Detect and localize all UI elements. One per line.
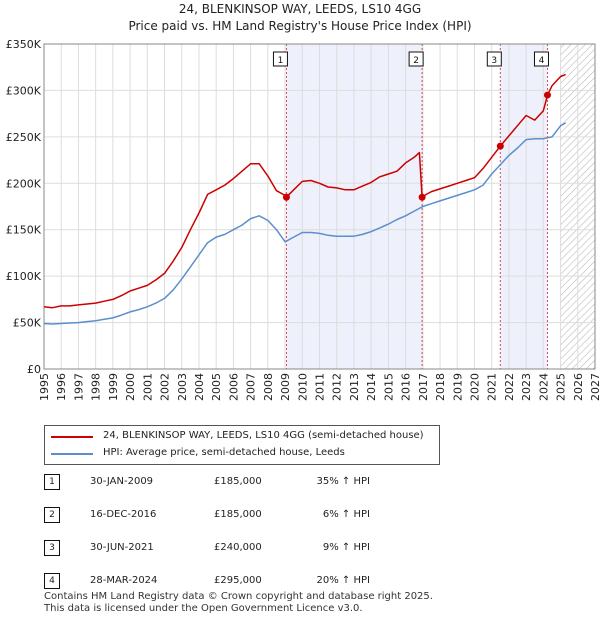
x-tick-label: 2022 [503, 373, 516, 401]
legend: 24, BLENKINSOP WAY, LEEDS, LS10 4GG (sem… [44, 425, 440, 465]
sale-row: 2 16-DEC-2016 £185,000 6% ↑ HPI [44, 507, 564, 527]
sale-price: £185,000 [214, 509, 262, 520]
sale-point [543, 91, 551, 99]
footer-copyright: Contains HM Land Registry data © Crown c… [44, 591, 433, 602]
x-tick-label: 2013 [348, 373, 361, 401]
property-series-line [43, 73, 566, 309]
x-tick-label: 2012 [331, 373, 344, 401]
sale-row: 3 30-JUN-2021 £240,000 9% ↑ HPI [44, 540, 564, 560]
x-tick-label: 2023 [520, 373, 533, 401]
sale-date: 28-MAR-2024 [90, 575, 158, 586]
x-tick-label: 1999 [107, 373, 120, 401]
x-tick-label: 2007 [245, 373, 258, 401]
x-tick-label: 2011 [314, 373, 327, 401]
sale-hpi-change: 6% ↑ HPI [322, 509, 370, 520]
sale-point [496, 142, 504, 150]
legend-label-hpi: HPI: Average price, semi-detached house,… [103, 447, 345, 458]
sale-number-badge: 2 [44, 507, 60, 523]
footer-licence: This data is licensed under the Open Gov… [44, 603, 363, 614]
x-tick-label: 1996 [55, 373, 68, 401]
sale-label-number: 3 [491, 56, 497, 66]
sale-price: £295,000 [214, 575, 262, 586]
sale-label-number: 2 [413, 56, 419, 66]
legend-swatch-hpi [51, 453, 93, 455]
x-tick-label: 2000 [124, 373, 137, 401]
x-tick-label: 2009 [279, 373, 292, 401]
y-tick-label: £0 [27, 363, 41, 376]
price-chart: £0 £50K £100K £150K £200K £250K £300K £350K 1995… [6, 38, 600, 401]
sale-date: 16-DEC-2016 [90, 509, 157, 520]
x-tick-label: 2005 [210, 373, 223, 401]
y-tick-label: £100K [6, 270, 42, 283]
x-tick-label: 2001 [141, 373, 154, 401]
y-tick-label: £50K [13, 317, 42, 330]
legend-swatch-property [51, 436, 93, 438]
x-tick-label: 2010 [296, 373, 309, 401]
chart-subtitle: Price paid vs. HM Land Registry's House … [128, 19, 472, 33]
sale-number-badge: 1 [44, 474, 60, 490]
sale-date: 30-JAN-2009 [90, 476, 154, 487]
x-tick-label: 2025 [555, 373, 568, 401]
x-tick-label: 2002 [159, 373, 172, 401]
x-tick-label: 2015 [382, 373, 395, 401]
sale-hpi-change: 35% ↑ HPI [316, 476, 370, 487]
sale-price: £185,000 [214, 476, 262, 487]
plot-frame [43, 43, 596, 370]
sale-label-number: 4 [539, 56, 545, 66]
x-tick-label: 2021 [486, 373, 499, 401]
x-tick-label: 2004 [193, 373, 206, 401]
x-tick-label: 2027 [589, 373, 600, 401]
y-tick-label: £350K [6, 38, 42, 51]
footer: Contains HM Land Registry data © Crown c… [44, 591, 433, 615]
sale-label-box [533, 51, 549, 67]
sale-label-box [272, 51, 288, 67]
x-tick-label: 2024 [537, 373, 550, 401]
legend-label-property: 24, BLENKINSOP WAY, LEEDS, LS10 4GG (sem… [103, 430, 424, 441]
sale-row: 1 30-JAN-2009 £185,000 35% ↑ HPI [44, 474, 564, 494]
x-tick-label: 2026 [572, 373, 585, 401]
x-tick-label: 1995 [38, 373, 51, 401]
x-tick-label: 1997 [72, 373, 85, 401]
sale-hpi-change: 9% ↑ HPI [322, 542, 370, 553]
x-tick-label: 2020 [468, 373, 481, 401]
x-tick-label: 2008 [262, 373, 275, 401]
sale-number-badge: 3 [44, 540, 60, 556]
hpi-series-line [43, 122, 567, 325]
x-tick-label: 2003 [176, 373, 189, 401]
sale-price: £240,000 [214, 542, 262, 553]
y-tick-label: £200K [6, 177, 42, 190]
sale-label-box [486, 51, 502, 67]
x-tick-label: 2017 [417, 373, 430, 401]
sale-label-box [408, 51, 424, 67]
sale-point [418, 193, 426, 201]
x-tick-label: 2018 [434, 373, 447, 401]
y-tick-label: £150K [6, 224, 42, 237]
x-tick-label: 1998 [90, 373, 103, 401]
sale-point [282, 193, 290, 201]
shaded-range [500, 44, 548, 369]
y-tick-label: £300K [6, 84, 42, 97]
sale-row: 4 28-MAR-2024 £295,000 20% ↑ HPI [44, 573, 564, 593]
sale-date: 30-JUN-2021 [90, 542, 154, 553]
x-tick-label: 2016 [400, 373, 413, 401]
x-tick-label: 2006 [227, 373, 240, 401]
sale-label-number: 1 [278, 56, 284, 66]
sale-number-badge: 4 [44, 573, 60, 589]
x-tick-label: 2019 [451, 373, 464, 401]
x-tick-label: 2014 [365, 373, 378, 401]
y-tick-label: £250K [6, 131, 42, 144]
sale-hpi-change: 20% ↑ HPI [316, 575, 370, 586]
chart-title: 24, BLENKINSOP WAY, LEEDS, LS10 4GG [178, 2, 422, 16]
